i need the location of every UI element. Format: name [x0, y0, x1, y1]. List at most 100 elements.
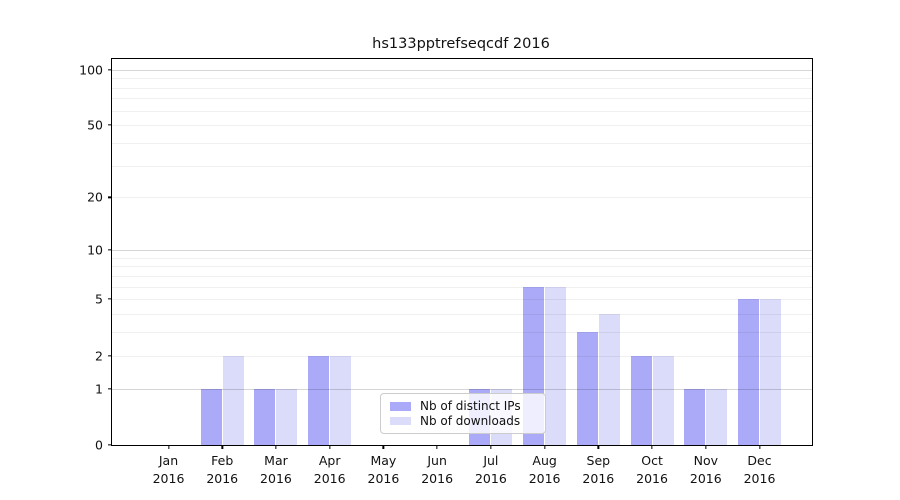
x-tick-label-apr: Apr 2016	[314, 452, 346, 487]
x-tick-label-jan: Jan 2016	[153, 452, 185, 487]
gridline-minor-50	[112, 125, 812, 127]
legend: Nb of distinct IPs Nb of downloads	[380, 393, 546, 434]
x-tick-label-aug: Aug 2016	[529, 452, 561, 487]
bar-distinct-ips-feb	[200, 388, 222, 445]
legend-label-distinct-ips: Nb of distinct IPs	[420, 399, 521, 414]
x-tick	[275, 445, 277, 449]
legend-swatch-distinct-ips	[390, 402, 411, 411]
x-tick-month: Oct	[641, 453, 663, 468]
x-tick-year: 2016	[689, 470, 722, 486]
y-tick-label: 10	[87, 242, 103, 258]
x-tick	[221, 445, 223, 449]
x-tick-month: Nov	[693, 453, 718, 468]
x-tick-month: Jan	[158, 453, 179, 468]
x-tick-month: Feb	[211, 453, 234, 468]
legend-row-distinct-ips: Nb of distinct IPs	[390, 399, 537, 413]
x-tick-year: 2016	[528, 470, 561, 486]
x-tick	[651, 445, 653, 449]
x-tick	[758, 445, 761, 449]
plot-area: 0 1 2 5 10 20 50 100 Jan 2016 Feb 2016 Mar 2016 Apr 20…	[79, 58, 813, 486]
legend-row-downloads: Nb of downloads	[390, 414, 537, 428]
x-tick	[543, 445, 546, 449]
y-tick	[108, 444, 112, 446]
y-tick	[108, 387, 112, 390]
x-tick-label-feb: Feb 2016	[206, 452, 238, 487]
x-tick-year: 2016	[260, 470, 292, 486]
x-tick	[329, 445, 331, 449]
gridline-minor-4	[112, 314, 812, 316]
gridline-minor-90	[112, 78, 812, 79]
bar-downloads-dec	[760, 299, 782, 445]
gridline-minor-80	[112, 87, 812, 89]
x-tick-year: 2016	[474, 470, 507, 486]
y-tick-label: 0	[95, 437, 103, 453]
gridline-minor-9	[112, 257, 812, 259]
x-tick-year: 2016	[313, 470, 346, 486]
x-tick-month: Jul	[483, 453, 499, 468]
x-tick-month: Jun	[427, 453, 447, 468]
gridline-minor-60	[112, 110, 812, 112]
bar-downloads-feb	[222, 355, 244, 445]
y-tick	[108, 249, 112, 251]
x-tick-year: 2016	[421, 470, 454, 486]
x-tick	[490, 445, 492, 449]
legend-label-downloads: Nb of downloads	[420, 413, 521, 428]
x-tick-month: Apr	[318, 453, 341, 468]
y-tick	[108, 196, 112, 198]
bar-downloads-aug	[545, 286, 567, 445]
x-tick-label-jul: Jul 2016	[475, 452, 507, 487]
x-tick-month: Sep	[586, 453, 611, 468]
x-tick-label-sep: Sep 2016	[582, 452, 614, 487]
x-tick-month: Dec	[747, 453, 772, 468]
y-tick	[108, 124, 112, 126]
x-tick	[167, 445, 170, 449]
y-tick-label: 20	[87, 189, 103, 205]
bar-downloads-sep	[598, 314, 620, 445]
bar-distinct-ips-mar	[254, 388, 276, 445]
bar-downloads-apr	[330, 355, 352, 445]
chart-title: hs133pptrefseqcdf 2016	[372, 36, 550, 52]
x-tick-label-mar: Mar 2016	[260, 452, 292, 487]
legend-swatch-downloads	[390, 416, 411, 425]
x-tick	[705, 445, 707, 449]
gridline-minor-8	[112, 266, 812, 268]
x-tick	[382, 445, 385, 449]
x-tick-year: 2016	[206, 470, 239, 486]
x-tick-label-oct: Oct 2016	[636, 452, 668, 487]
y-tick-label: 1	[95, 381, 103, 397]
x-tick-year: 2016	[743, 470, 776, 486]
x-tick	[597, 445, 599, 449]
gridline-minor-40	[112, 142, 812, 144]
bar-distinct-ips-nov	[684, 388, 706, 445]
bar-downloads-oct	[652, 355, 674, 445]
gridline-minor-20	[112, 197, 812, 199]
gridline-minor-3	[112, 332, 812, 334]
x-tick-label-may: May 2016	[368, 452, 400, 487]
x-tick-year: 2016	[152, 470, 185, 486]
gridline-major-10	[112, 249, 812, 251]
x-tick-month: Mar	[264, 453, 288, 468]
gridline-minor-30	[112, 165, 812, 167]
gridline-minor-6	[112, 286, 812, 288]
bar-downloads-mar	[276, 388, 298, 445]
bar-downloads-nov	[706, 388, 728, 445]
x-tick-label-dec: Dec 2016	[744, 452, 776, 487]
x-tick-year: 2016	[582, 470, 615, 486]
bar-distinct-ips-apr	[308, 355, 330, 445]
gridline-minor-70	[112, 98, 812, 100]
x-tick-label-jun: Jun 2016	[421, 452, 453, 487]
x-tick-year: 2016	[636, 470, 668, 486]
y-tick-label: 100	[79, 62, 103, 78]
gridline-minor-7	[112, 275, 812, 277]
y-tick-label: 50	[87, 117, 103, 133]
y-tick-label: 5	[95, 291, 103, 307]
gridline-major-100	[112, 69, 812, 71]
y-tick-label: 2	[95, 348, 103, 364]
gridline-minor-5	[112, 299, 812, 301]
x-tick-label-nov: Nov 2016	[690, 452, 722, 487]
x-tick-year: 2016	[367, 470, 400, 486]
x-tick-month: Aug	[532, 453, 557, 468]
bar-distinct-ips-sep	[576, 332, 598, 445]
y-tick	[108, 68, 112, 71]
bar-distinct-ips-oct	[630, 355, 652, 445]
